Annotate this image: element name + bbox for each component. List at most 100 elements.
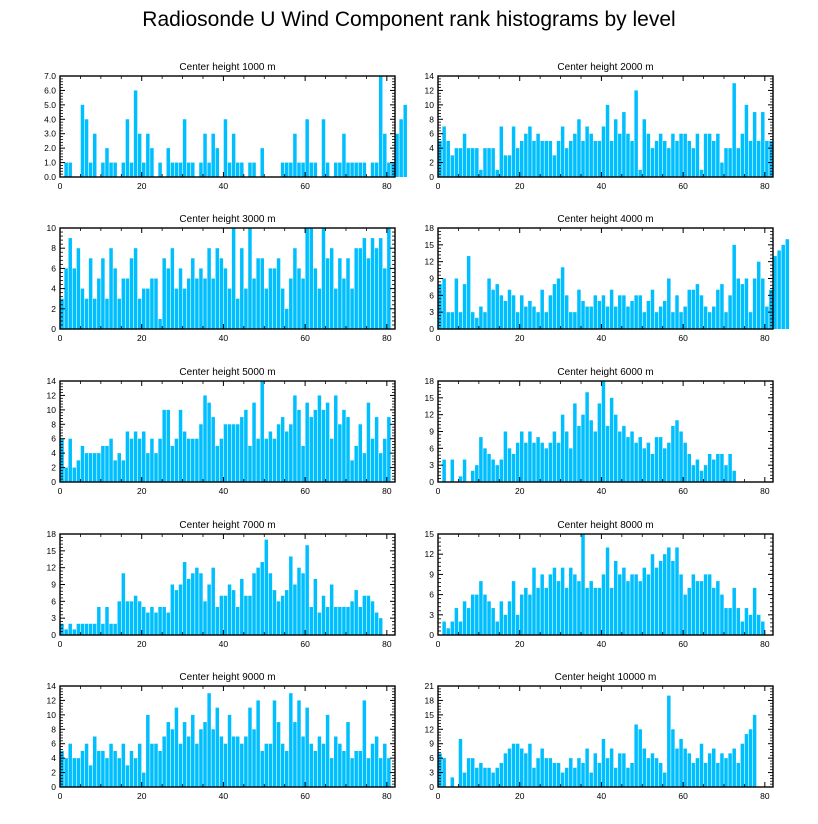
histogram-bar	[240, 162, 244, 177]
histogram-bar	[260, 562, 264, 635]
histogram-bar	[297, 409, 301, 482]
histogram-bar	[154, 743, 158, 787]
histogram-bar	[227, 584, 232, 635]
y-tick-label: 3	[429, 768, 434, 778]
histogram-bar	[260, 750, 264, 787]
histogram-bar	[342, 750, 346, 787]
histogram-bar	[560, 567, 565, 635]
histogram-bar	[487, 278, 491, 329]
histogram-bar	[662, 300, 667, 329]
x-tick-label: 40	[597, 486, 607, 496]
histogram-bar	[536, 437, 540, 482]
histogram-bar	[92, 736, 97, 787]
histogram-bar	[450, 312, 455, 329]
histogram-bar	[462, 601, 467, 635]
histogram-bar	[756, 140, 761, 177]
histogram-bar	[646, 574, 651, 635]
histogram-bar	[724, 465, 728, 482]
histogram-bar	[442, 758, 446, 787]
histogram-bar	[354, 162, 358, 177]
x-tick-label: 0	[58, 486, 63, 496]
histogram-bar	[732, 748, 736, 787]
histogram-bar	[354, 248, 358, 329]
y-tick-label: 6	[429, 443, 434, 453]
histogram-bar	[223, 119, 228, 177]
histogram-bar	[109, 162, 113, 177]
histogram-bar	[186, 162, 191, 177]
histogram-bar	[650, 554, 655, 635]
histogram-bar	[317, 288, 322, 329]
histogram-bar	[654, 437, 659, 482]
histogram-bar	[129, 258, 134, 329]
histogram-bar	[720, 453, 724, 482]
histogram-bar	[544, 587, 549, 635]
histogram-bar	[450, 621, 455, 635]
histogram-bar	[199, 573, 203, 635]
histogram-bar	[679, 133, 683, 177]
histogram-bar	[133, 248, 138, 329]
histogram-bar	[178, 162, 183, 177]
histogram-bar	[158, 438, 162, 482]
histogram-bar	[105, 298, 109, 329]
histogram-bar	[244, 595, 248, 635]
histogram-bar	[150, 278, 154, 329]
histogram-bar	[207, 248, 211, 329]
histogram-bar	[317, 736, 322, 787]
histogram-bar	[650, 289, 655, 329]
histogram-bar	[470, 148, 475, 177]
histogram-bar	[113, 460, 117, 482]
chart-panel-5: Center height 5000 m 0 2 4 6 8 10 12 14 0 20 40 60 80	[47, 367, 396, 496]
histogram-bar	[618, 431, 622, 482]
histogram-bar	[170, 729, 175, 787]
histogram-bar	[150, 606, 154, 635]
histogram-bar	[507, 748, 512, 787]
histogram-bar	[479, 437, 483, 482]
histogram-bar	[569, 312, 573, 329]
histogram-bar	[511, 581, 516, 635]
x-tick-label: 40	[219, 791, 229, 801]
histogram-bar	[366, 758, 371, 787]
histogram-bar	[556, 762, 561, 787]
histogram-bar	[491, 772, 495, 787]
y-tick-label: 6	[429, 590, 434, 600]
histogram-bar	[235, 298, 240, 329]
histogram-bar	[483, 448, 487, 482]
histogram-bar	[374, 417, 379, 482]
histogram-bar	[577, 425, 581, 482]
histogram-bar	[199, 268, 203, 329]
histogram-bar	[235, 162, 240, 177]
histogram-bar	[532, 140, 536, 177]
histogram-bar	[532, 306, 536, 329]
histogram-bar	[577, 581, 581, 635]
histogram-bar	[391, 162, 395, 177]
histogram-bar	[699, 295, 704, 329]
histogram-bar	[609, 140, 614, 177]
histogram-bar	[634, 724, 638, 787]
histogram-bar	[264, 438, 269, 482]
x-tick-label: 40	[219, 486, 229, 496]
y-tick-label: 4.0	[44, 114, 56, 124]
y-tick-label: 4	[51, 284, 56, 294]
histogram-bar	[129, 162, 134, 177]
histogram-bar	[687, 140, 691, 177]
histogram-bar	[569, 567, 573, 635]
histogram-bar	[207, 584, 211, 635]
histogram-bar	[720, 594, 724, 635]
x-tick-label: 20	[137, 639, 147, 649]
histogram-bar	[650, 453, 655, 482]
histogram-bar	[609, 397, 614, 482]
histogram-bar	[609, 587, 614, 635]
histogram-bar	[129, 750, 134, 787]
histogram-bar	[313, 750, 318, 787]
histogram-bar	[313, 578, 318, 635]
histogram-bar	[736, 278, 741, 329]
histogram-bar	[556, 140, 561, 177]
histogram-bar	[80, 104, 85, 177]
histogram-bar	[613, 414, 618, 482]
histogram-bar	[105, 148, 109, 177]
histogram-bar	[223, 595, 228, 635]
histogram-bar	[589, 133, 593, 177]
histogram-bar	[68, 162, 72, 177]
histogram-bar	[626, 581, 630, 635]
